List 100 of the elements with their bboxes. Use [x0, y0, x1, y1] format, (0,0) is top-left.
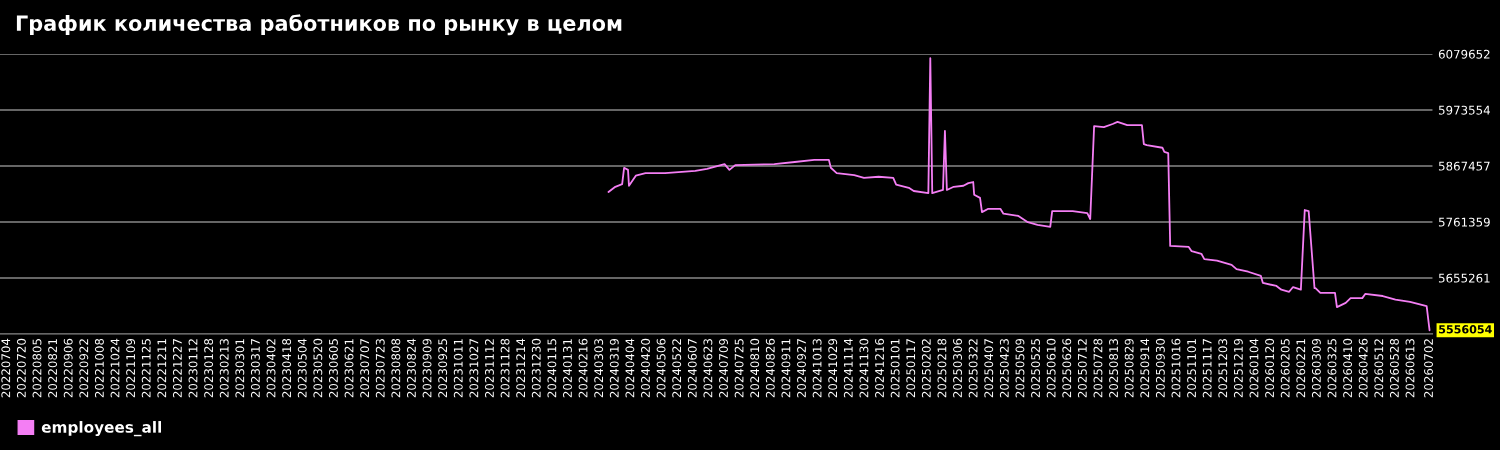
x-tick-label: 20250117 [906, 339, 916, 398]
x-tick-label: 20251117 [1202, 339, 1212, 398]
x-tick-label: 20240725 [734, 339, 744, 398]
x-tick-label: 20260512 [1374, 339, 1384, 398]
x-tick-label: 20220805 [32, 339, 42, 398]
x-tick-label: 20240506 [656, 338, 666, 398]
x-tick-label: 20230621 [344, 339, 354, 398]
x-tick-label: 20220720 [16, 338, 26, 398]
x-tick-label: 20251016 [1171, 338, 1181, 398]
x-tick-label: 20230128 [204, 338, 214, 398]
x-tick-label: 20251219 [1233, 338, 1243, 398]
x-tick-label: 20240709 [719, 338, 728, 398]
x-tick-label: 20230808 [391, 338, 401, 398]
x-tick-label: 20230605 [328, 339, 338, 398]
x-tick-label: 20221109 [126, 338, 136, 398]
x-tick-label: 20231214 [516, 338, 526, 398]
x-tick-label: 20230504 [297, 338, 307, 398]
x-tick-label: 20240319 [609, 338, 619, 398]
x-tick-label: 20230925 [438, 339, 448, 398]
x-tick-label: 20221008 [94, 338, 104, 398]
legend-label: employees_all [41, 421, 162, 437]
y-tick-label: 6079652 [1438, 49, 1490, 59]
x-tick-label: 20260205 [1280, 339, 1290, 398]
x-tick-label: 20251101 [1187, 339, 1197, 398]
x-tick-label: 20260613 [1405, 339, 1415, 398]
x-tick-label: 20241029 [828, 338, 838, 398]
y-tick-label: 5655261 [1438, 273, 1490, 283]
x-tick-label: 20250509 [1015, 338, 1025, 398]
x-tick-label: 20221211 [157, 339, 167, 398]
x-tick-label: 20250829 [1124, 338, 1134, 398]
x-tick-label: 20260104 [1249, 338, 1259, 398]
x-tick-label: 20241130 [859, 338, 869, 398]
x-tick-label: 20250306 [953, 338, 962, 398]
x-tick-label: 20240607 [687, 339, 697, 398]
x-tick-label: 20221024 [110, 338, 120, 398]
x-tick-label: 20230112 [188, 339, 198, 398]
x-tick-label: 20221227 [172, 339, 182, 398]
x-tick-label: 20230723 [375, 339, 385, 398]
annotation: 5556054 [1439, 325, 1492, 334]
x-tick-label: 20250525 [1031, 339, 1041, 398]
x-tick-label: 20250610 [1046, 338, 1056, 398]
x-tick-label: 20250202 [921, 339, 931, 398]
x-tick-label: 20260325 [1327, 339, 1337, 398]
x-tick-label: 20241013 [812, 339, 822, 398]
x-tick-label: 20241216 [875, 338, 884, 398]
x-tick-label: 20250712 [1077, 339, 1087, 398]
x-tick-label: 20250728 [1093, 338, 1103, 398]
x-tick-label: 20230301 [235, 339, 245, 398]
chart-title: График количества работников по рынку в целом [16, 14, 622, 36]
x-tick-label: 20221125 [141, 339, 151, 398]
x-tick-label: 20260221 [1296, 339, 1306, 398]
x-tick-label: 20250407 [984, 339, 994, 398]
x-tick-label: 20240522 [672, 339, 682, 398]
x-tick-label: 20231230 [531, 338, 541, 398]
x-tick-label: 20251203 [1218, 339, 1228, 398]
x-tick-label: 20230909 [422, 338, 432, 398]
x-tick-label: 20250322 [968, 339, 978, 398]
x-tick-label: 20230418 [282, 338, 292, 398]
x-tick-label: 20250423 [999, 339, 1009, 398]
x-tick-label: 20260426 [1358, 338, 1368, 398]
x-tick-label: 20230707 [360, 339, 370, 398]
x-tick-label: 20230213 [219, 339, 229, 398]
x-tick-label: 20260702 [1424, 339, 1433, 398]
x-tick-label: 20220704 [1, 338, 11, 398]
x-tick-label: 20220906 [63, 338, 73, 398]
x-tick-label: 20240131 [563, 339, 572, 398]
x-tick-label: 20230520 [313, 338, 323, 398]
x-tick-label: 20231011 [453, 339, 463, 398]
x-tick-label: 20240623 [703, 339, 713, 398]
x-tick-label: 20260528 [1389, 338, 1399, 398]
y-tick-label: 5867457 [1438, 161, 1490, 171]
x-tick-label: 20260410 [1343, 338, 1353, 398]
x-tick-label: 20240216 [578, 338, 588, 398]
x-tick-label: 20220821 [48, 339, 58, 398]
x-tick-label: 20230824 [406, 338, 416, 398]
x-tick-label: 20240420 [641, 338, 650, 398]
x-tick-label: 20240115 [547, 339, 557, 398]
x-tick-label: 20260120 [1265, 338, 1275, 398]
x-tick-label: 20250813 [1109, 339, 1119, 398]
x-tick-label: 20240810 [750, 338, 760, 398]
y-tick-label: 5761359 [1438, 217, 1490, 227]
x-tick-label: 20220922 [79, 339, 89, 398]
x-tick-label: 20250914 [1140, 338, 1150, 398]
x-tick-label: 20230317 [250, 339, 260, 398]
x-tick-label: 20240927 [797, 339, 806, 398]
x-tick-label: 20231027 [469, 339, 479, 398]
x-tick-label: 20240404 [625, 338, 635, 398]
x-tick-label: 20250930 [1155, 338, 1165, 398]
x-tick-label: 20250101 [890, 339, 900, 398]
y-tick-label: 5973554 [1438, 105, 1490, 115]
x-tick-label: 20240826 [765, 338, 775, 398]
x-tick-label: 20230402 [266, 339, 276, 398]
line-series [607, 57, 1431, 332]
x-tick-label: 20241114 [843, 338, 853, 398]
x-tick-label: 20240911 [781, 339, 791, 398]
x-tick-label: 20240303 [594, 339, 604, 398]
x-tick-label: 20231112 [485, 339, 494, 398]
x-tick-label: 20250218 [937, 338, 947, 398]
x-tick-label: 20250626 [1062, 338, 1072, 398]
x-tick-label: 20231128 [500, 338, 510, 398]
